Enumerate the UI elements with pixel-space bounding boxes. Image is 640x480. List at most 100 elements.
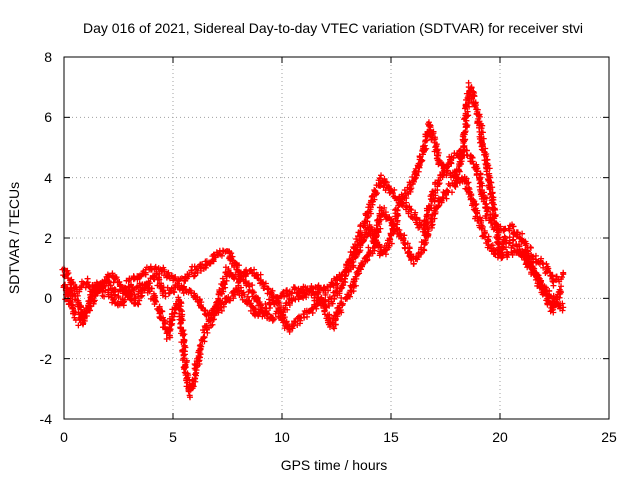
- data-point: [179, 348, 186, 355]
- data-point: [480, 135, 487, 142]
- data-point: [345, 266, 352, 273]
- data-point: [131, 285, 138, 292]
- data-point: [527, 244, 534, 251]
- data-point: [275, 308, 282, 315]
- data-point: [461, 178, 468, 185]
- data-point: [483, 200, 490, 207]
- data-point: [259, 279, 266, 286]
- data-point: [332, 316, 339, 323]
- data-point: [297, 317, 304, 324]
- data-point: [249, 304, 256, 311]
- data-point: [100, 282, 107, 289]
- data-point: [292, 319, 299, 326]
- data-point: [239, 296, 246, 303]
- data-point: [513, 233, 520, 240]
- data-point: [527, 244, 534, 251]
- data-point: [410, 260, 417, 267]
- data-point: [559, 307, 566, 314]
- data-point: [478, 146, 485, 153]
- data-point: [389, 190, 396, 197]
- data-point: [247, 300, 254, 307]
- data-point: [75, 297, 82, 304]
- data-point: [417, 154, 424, 161]
- data-point: [300, 294, 307, 301]
- data-point: [283, 287, 290, 294]
- y-tick-label-4: 4: [44, 170, 52, 186]
- data-point: [558, 283, 565, 290]
- data-point: [439, 161, 446, 168]
- y-tick-label-6: 8: [44, 49, 52, 65]
- data-point: [346, 293, 353, 300]
- axis-ticks: [63, 56, 610, 420]
- data-point: [409, 180, 416, 187]
- data-point: [62, 296, 69, 303]
- data-point: [296, 289, 303, 296]
- data-point: [184, 379, 191, 386]
- data-point: [74, 292, 81, 299]
- data-point: [339, 300, 346, 307]
- data-point: [558, 274, 565, 281]
- data-point: [212, 254, 219, 261]
- data-point: [227, 297, 234, 304]
- data-point: [141, 287, 148, 294]
- data-point: [328, 298, 335, 305]
- data-point: [135, 301, 142, 308]
- data-point: [338, 309, 345, 316]
- data-point: [197, 265, 204, 272]
- data-point: [121, 298, 128, 305]
- data-point: [250, 289, 257, 296]
- data-point: [313, 305, 320, 312]
- data-point: [381, 204, 388, 211]
- data-point: [429, 218, 436, 225]
- data-point: [263, 305, 270, 312]
- data-point: [263, 311, 270, 318]
- data-point: [560, 304, 567, 311]
- data-point: [506, 234, 513, 241]
- y-tick-label-5: 6: [44, 109, 52, 125]
- data-point: [465, 179, 472, 186]
- data-point: [218, 252, 225, 259]
- data-point: [525, 256, 532, 263]
- data-point: [266, 296, 273, 303]
- data-point: [256, 300, 263, 307]
- data-point: [477, 131, 484, 138]
- data-point: [407, 205, 414, 212]
- data-point: [364, 257, 371, 264]
- data-point: [92, 283, 99, 290]
- data-point: [483, 213, 490, 220]
- data-point: [222, 284, 229, 291]
- data-point: [394, 217, 401, 224]
- data-point: [92, 291, 99, 298]
- data-point: [528, 259, 535, 266]
- data-point: [493, 227, 500, 234]
- data-point: [338, 283, 345, 290]
- data-point: [491, 224, 498, 231]
- data-point: [192, 362, 199, 369]
- data-point: [156, 303, 163, 310]
- x-tick-label-0: 0: [60, 429, 68, 445]
- data-point: [194, 269, 201, 276]
- data-point: [485, 182, 492, 189]
- data-point: [232, 260, 239, 267]
- data-point: [519, 230, 526, 237]
- data-point: [476, 177, 483, 184]
- data-point: [361, 234, 368, 241]
- data-point: [404, 240, 411, 247]
- data-point: [278, 304, 285, 311]
- data-point: [368, 197, 375, 204]
- data-point: [550, 282, 557, 289]
- data-point: [116, 281, 123, 288]
- data-point: [388, 231, 395, 238]
- data-point: [523, 261, 530, 268]
- data-point: [69, 291, 76, 298]
- data-point: [152, 263, 159, 270]
- data-point: [239, 274, 246, 281]
- data-point: [335, 304, 342, 311]
- data-point: [281, 293, 288, 300]
- data-point: [383, 179, 390, 186]
- data-point: [474, 119, 481, 126]
- data-point: [291, 286, 298, 293]
- data-point: [408, 206, 415, 213]
- data-point: [465, 79, 472, 86]
- data-point: [114, 301, 121, 308]
